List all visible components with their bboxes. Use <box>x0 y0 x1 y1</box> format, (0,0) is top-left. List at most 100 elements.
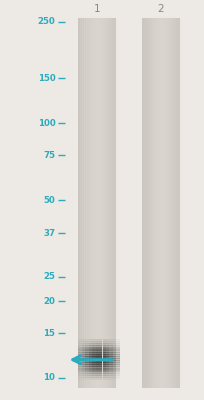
Bar <box>116 366 119 368</box>
Bar <box>92 339 95 340</box>
Bar <box>92 368 95 369</box>
Bar <box>85 358 88 359</box>
Bar <box>99 346 102 347</box>
Bar <box>112 343 116 344</box>
Bar <box>112 354 116 355</box>
Bar <box>81 364 85 365</box>
Bar <box>105 367 109 368</box>
Bar <box>78 370 81 372</box>
Bar <box>82 18 84 388</box>
Bar <box>81 364 85 366</box>
Bar <box>92 342 95 343</box>
Bar <box>92 339 95 340</box>
Bar <box>105 372 109 374</box>
Bar <box>88 364 92 366</box>
Bar <box>78 342 81 343</box>
Bar <box>85 367 88 368</box>
Bar <box>85 352 88 353</box>
Bar <box>105 361 109 362</box>
Bar <box>81 378 85 379</box>
Bar <box>95 372 99 374</box>
Bar <box>92 351 95 352</box>
Bar <box>78 356 81 357</box>
Bar <box>81 351 85 352</box>
Bar <box>95 374 99 376</box>
Bar <box>116 367 119 368</box>
Bar <box>157 18 159 388</box>
Bar <box>105 343 109 344</box>
Bar <box>99 368 102 369</box>
Bar <box>116 376 119 377</box>
Bar <box>92 355 95 356</box>
Bar <box>92 369 95 370</box>
Bar <box>104 18 106 388</box>
Bar <box>92 357 95 358</box>
Bar <box>95 341 99 342</box>
Bar <box>116 370 119 371</box>
Bar <box>81 372 85 374</box>
Bar <box>92 374 95 376</box>
Bar <box>95 362 99 364</box>
Bar <box>88 351 92 352</box>
Bar <box>88 358 92 359</box>
Bar <box>78 366 81 368</box>
Bar <box>112 366 116 368</box>
Bar <box>85 362 88 363</box>
Bar <box>169 18 171 388</box>
Bar <box>81 376 85 378</box>
Bar <box>85 350 88 351</box>
Bar <box>112 357 116 358</box>
Bar <box>88 373 92 374</box>
Bar <box>92 371 95 372</box>
Bar <box>85 340 88 341</box>
Bar <box>99 371 102 372</box>
Bar <box>85 341 88 342</box>
Bar <box>95 371 99 372</box>
Bar <box>92 346 95 347</box>
Bar <box>99 356 102 357</box>
Bar <box>112 356 116 357</box>
Bar <box>112 347 116 348</box>
Bar <box>102 348 105 349</box>
Bar <box>99 369 102 370</box>
Bar <box>116 341 119 342</box>
Bar <box>92 345 95 346</box>
Bar <box>85 363 88 364</box>
Bar <box>116 362 119 363</box>
Bar <box>84 18 86 388</box>
Bar <box>102 342 105 343</box>
Bar <box>95 345 99 346</box>
Bar <box>112 375 116 376</box>
Bar <box>95 344 99 345</box>
Bar <box>105 366 109 367</box>
Bar <box>92 352 95 353</box>
Bar <box>109 347 112 348</box>
Bar <box>102 378 105 379</box>
Bar <box>112 345 116 346</box>
Bar <box>78 377 81 378</box>
Bar <box>95 357 99 358</box>
Bar <box>105 376 109 378</box>
Bar <box>81 379 85 380</box>
Bar <box>112 377 116 378</box>
Bar <box>143 18 145 388</box>
Bar <box>86 18 88 388</box>
Bar <box>102 358 105 359</box>
Bar <box>105 374 109 375</box>
Bar <box>116 342 119 343</box>
Bar <box>109 359 112 360</box>
Bar <box>88 361 92 362</box>
Bar <box>109 367 112 368</box>
Bar <box>112 346 116 347</box>
Bar <box>109 356 112 357</box>
Bar <box>102 352 105 353</box>
Bar <box>153 18 155 388</box>
Bar <box>92 364 95 366</box>
Bar <box>112 355 116 356</box>
Text: 100: 100 <box>37 119 55 128</box>
Bar <box>85 378 88 379</box>
Bar <box>92 348 95 349</box>
Bar <box>81 377 85 378</box>
Bar <box>99 354 102 355</box>
Bar <box>145 18 147 388</box>
